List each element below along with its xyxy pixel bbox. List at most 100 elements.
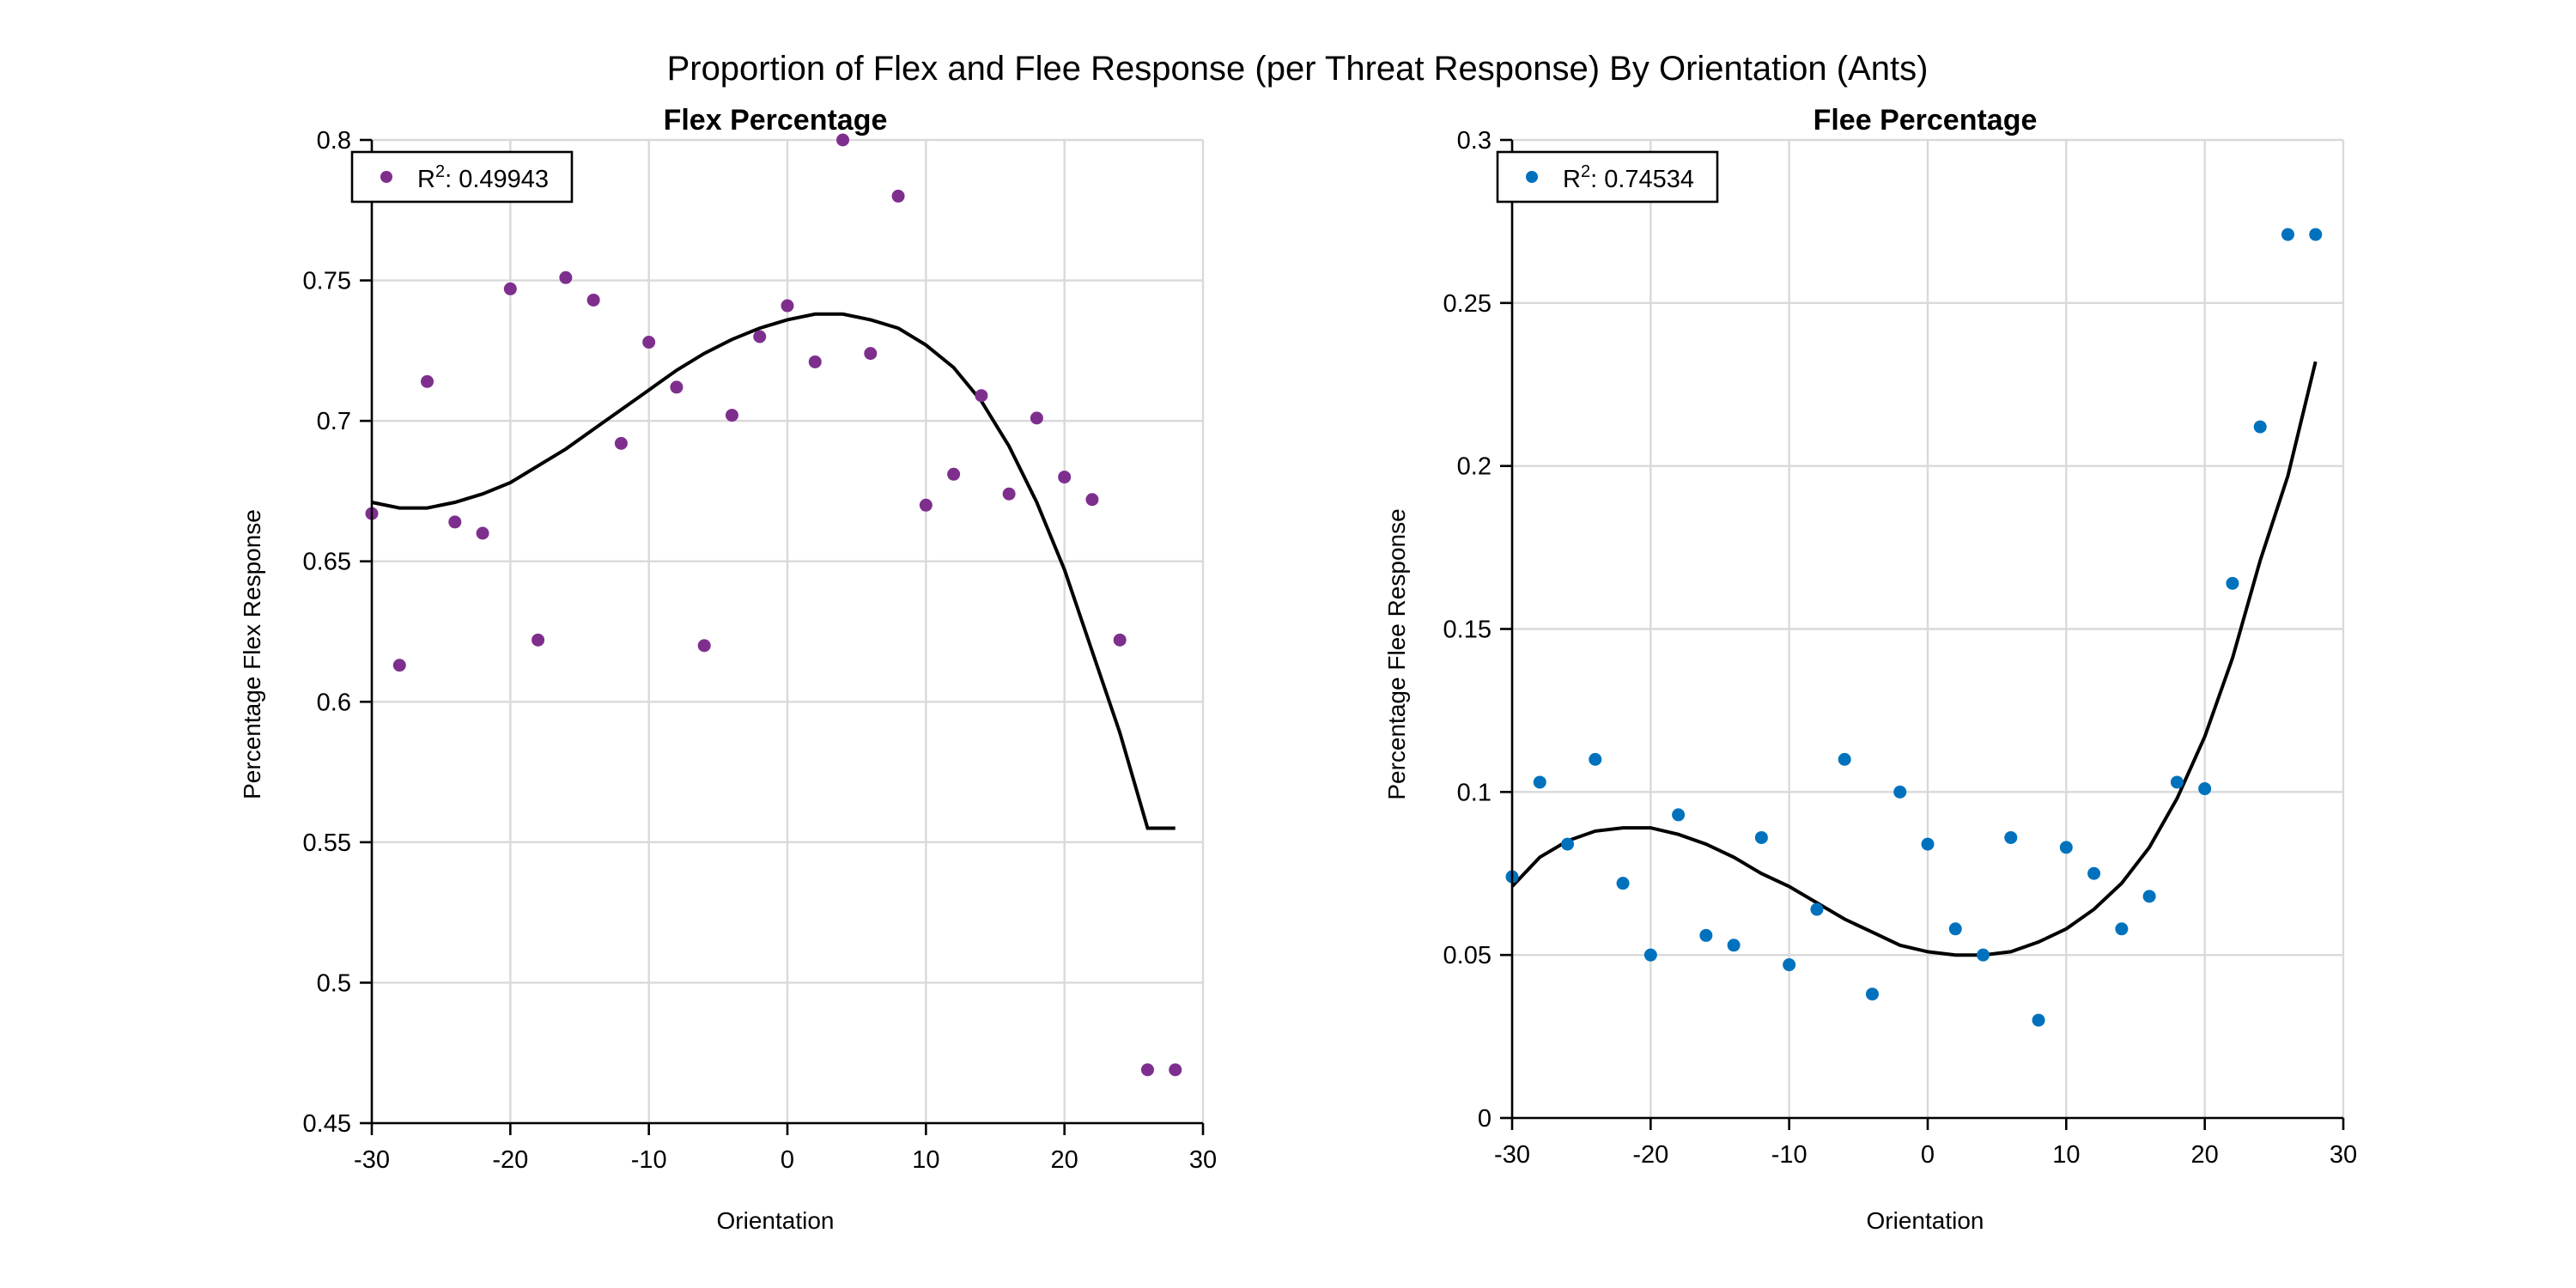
flee-point-12 bbox=[1838, 752, 1851, 766]
flex-point-11 bbox=[670, 380, 683, 394]
flee-panel: -30 -20 -10 0 10 20 30 0 0.05 0.1 0.15 0.2 0.25 0.3 F… bbox=[1383, 104, 2357, 1234]
flee-xtick-label-2: -10 bbox=[1771, 1141, 1807, 1169]
flex-grid bbox=[370, 138, 1205, 1125]
flee-point-9 bbox=[1754, 830, 1768, 844]
flee-point-18 bbox=[2004, 830, 2018, 844]
flex-point-25 bbox=[1058, 471, 1072, 484]
flee-xtick-label-4: 10 bbox=[2052, 1141, 2080, 1169]
flee-point-16 bbox=[1948, 922, 1962, 936]
flee-ytick-label-1: 0.05 bbox=[1443, 942, 1492, 969]
flee-point-20 bbox=[2059, 841, 2073, 854]
flex-point-4 bbox=[476, 526, 489, 540]
flee-ytick-label-6: 0.3 bbox=[1457, 127, 1492, 155]
flex-point-24 bbox=[1030, 411, 1043, 425]
flex-legend: R2: 0.49943 bbox=[350, 150, 574, 204]
flex-points bbox=[365, 133, 1182, 1077]
flex-legend-value: : 0.49943 bbox=[445, 166, 549, 193]
flee-xtick-label-3: 0 bbox=[1921, 1141, 1935, 1169]
flex-point-15 bbox=[781, 299, 794, 313]
flee-point-1 bbox=[1533, 775, 1546, 789]
flee-xlabel: Orientation bbox=[1867, 1207, 1984, 1234]
flex-point-27 bbox=[1113, 633, 1127, 647]
flex-point-8 bbox=[586, 293, 600, 307]
flex-xtick-label-2: -10 bbox=[631, 1146, 667, 1174]
flex-point-7 bbox=[559, 270, 573, 284]
flee-point-10 bbox=[1783, 958, 1796, 972]
flex-title: Flex Percentage bbox=[664, 104, 888, 137]
flee-points bbox=[1505, 228, 2323, 1027]
flex-xtick-label-1: -20 bbox=[492, 1146, 528, 1174]
flee-ytick-label-2: 0.1 bbox=[1457, 779, 1492, 806]
flex-xtick-label-6: 30 bbox=[1189, 1146, 1217, 1174]
flee-legend-r: R bbox=[1563, 166, 1581, 193]
flee-legend: R2: 0.74534 bbox=[1496, 150, 1719, 204]
flex-point-12 bbox=[697, 639, 711, 653]
flex-ylabel: Percentage Flex Response bbox=[239, 509, 265, 799]
flee-point-13 bbox=[1865, 987, 1879, 1001]
flex-ytick-label-6: 0.75 bbox=[303, 268, 351, 295]
flee-point-25 bbox=[2198, 782, 2212, 796]
flee-point-15 bbox=[1921, 837, 1935, 851]
flex-fit-curve bbox=[371, 312, 1176, 830]
flex-legend-sup: 2 bbox=[435, 162, 445, 181]
flee-point-2 bbox=[1561, 837, 1575, 851]
flee-point-23 bbox=[2142, 890, 2156, 903]
flex-point-5 bbox=[503, 282, 517, 295]
flee-fit bbox=[1510, 361, 2318, 957]
flee-ylabel: Percentage Flee Response bbox=[1383, 508, 1410, 799]
flee-ytick-label-4: 0.2 bbox=[1457, 453, 1492, 481]
flex-point-16 bbox=[808, 355, 822, 368]
flee-xtick-label-0: -30 bbox=[1494, 1141, 1530, 1169]
flex-point-19 bbox=[891, 189, 905, 203]
flee-xtick-label-5: 20 bbox=[2191, 1141, 2219, 1169]
flee-legend-value: : 0.74534 bbox=[1590, 166, 1694, 193]
flex-point-28 bbox=[1140, 1063, 1154, 1077]
flex-fit bbox=[371, 312, 1176, 830]
flex-ticks: -30 -20 -10 0 10 20 30 0.45 0.5 0.55 0.6 0.65 0.7 0.7… bbox=[303, 127, 1218, 1174]
flee-point-6 bbox=[1672, 808, 1686, 822]
flee-point-14 bbox=[1893, 785, 1907, 799]
flee-point-11 bbox=[1810, 902, 1824, 916]
flee-xtick-label-1: -20 bbox=[1632, 1141, 1668, 1169]
flee-point-21 bbox=[2087, 866, 2101, 880]
figure-title: Proportion of Flex and Flee Response (pe… bbox=[667, 50, 1929, 88]
flex-point-13 bbox=[725, 409, 738, 422]
flee-point-19 bbox=[2032, 1013, 2045, 1027]
flee-point-4 bbox=[1616, 877, 1630, 890]
flex-legend-box bbox=[350, 150, 574, 204]
flex-point-14 bbox=[753, 330, 767, 343]
flex-xlabel: Orientation bbox=[717, 1207, 835, 1234]
flex-legend-r: R bbox=[417, 166, 435, 193]
flee-ytick-label-3: 0.15 bbox=[1443, 617, 1492, 644]
flee-point-28 bbox=[2281, 228, 2294, 241]
flee-ytick-label-5: 0.25 bbox=[1443, 290, 1492, 318]
flex-point-20 bbox=[919, 498, 933, 512]
flee-point-5 bbox=[1643, 948, 1657, 962]
flex-panel: -30 -20 -10 0 10 20 30 0.45 0.5 0.55 0.6 0.65 0.7 0.7… bbox=[239, 104, 1217, 1234]
flee-legend-marker bbox=[1526, 171, 1538, 183]
flex-point-29 bbox=[1169, 1063, 1182, 1077]
flex-point-2 bbox=[421, 374, 434, 388]
flee-legend-sup: 2 bbox=[1581, 162, 1590, 181]
flee-legend-label: R2: 0.74534 bbox=[1563, 162, 1694, 193]
flee-point-8 bbox=[1727, 939, 1741, 952]
flex-ytick-label-7: 0.8 bbox=[317, 127, 351, 155]
flex-point-26 bbox=[1085, 493, 1099, 507]
flee-point-22 bbox=[2115, 922, 2129, 936]
flex-point-23 bbox=[1002, 487, 1016, 501]
flee-point-17 bbox=[1977, 948, 1990, 962]
flex-point-21 bbox=[947, 467, 961, 481]
flex-point-17 bbox=[836, 133, 850, 147]
flee-point-27 bbox=[2253, 420, 2267, 434]
flex-point-10 bbox=[642, 336, 656, 349]
flex-point-3 bbox=[448, 515, 462, 529]
flex-xtick-label-4: 10 bbox=[912, 1146, 939, 1174]
flex-ytick-label-3: 0.6 bbox=[317, 689, 351, 716]
flee-point-24 bbox=[2170, 775, 2184, 789]
flex-legend-label: R2: 0.49943 bbox=[417, 162, 549, 193]
flee-fit-curve bbox=[1510, 361, 2318, 957]
flee-point-29 bbox=[2309, 228, 2323, 241]
flee-xtick-label-6: 30 bbox=[2330, 1141, 2357, 1169]
flee-grid bbox=[1510, 138, 2345, 1120]
